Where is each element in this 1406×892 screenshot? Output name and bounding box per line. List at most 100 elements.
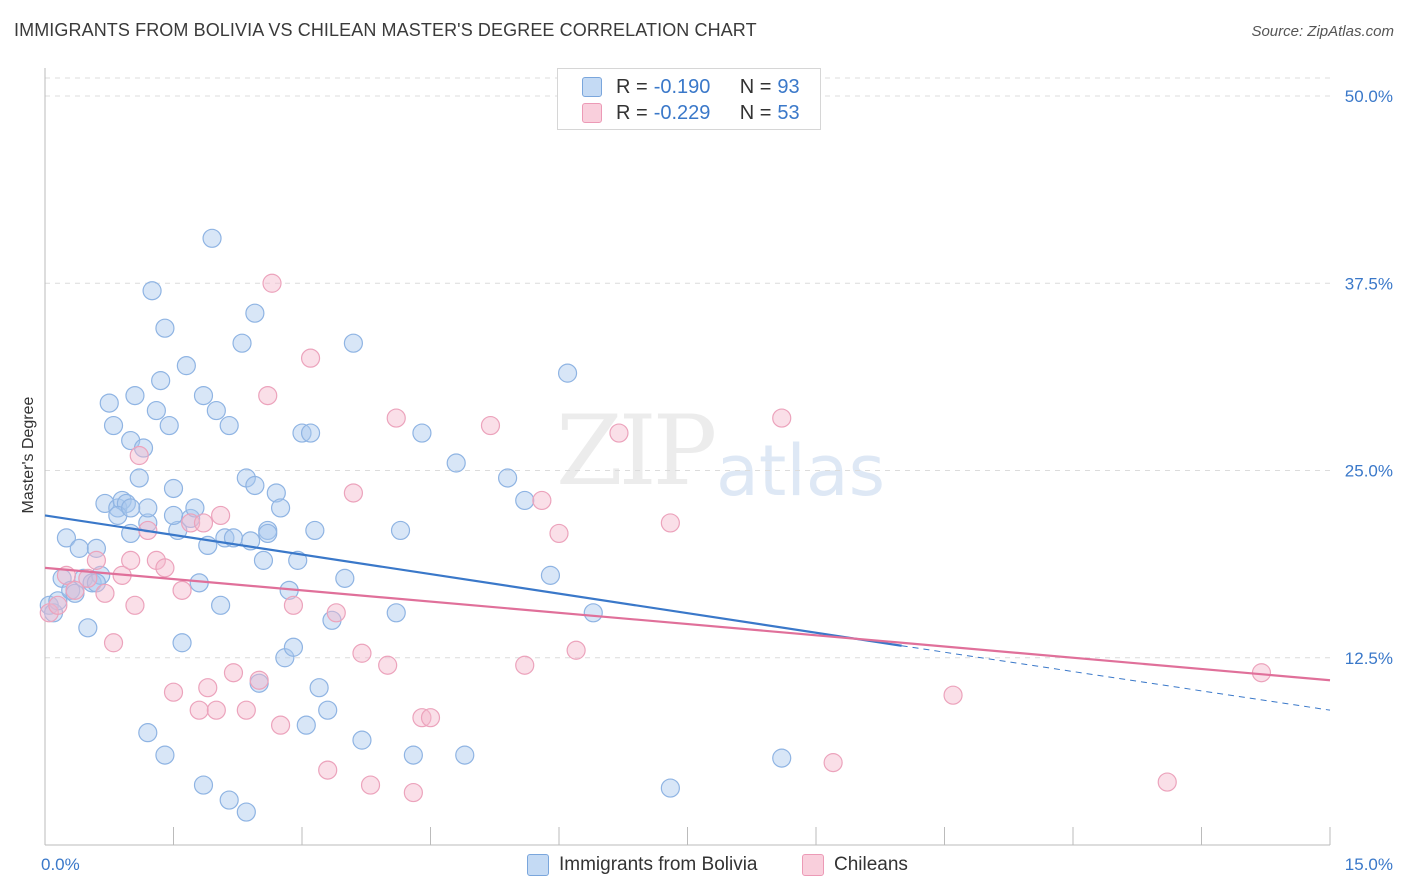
point-bolivia xyxy=(540,565,561,585)
legend-r-label: R = xyxy=(616,75,648,98)
point-bolivia xyxy=(305,520,325,541)
correlation-legend: R = -0.190 N = 93 R = -0.229 N = 53 xyxy=(557,68,821,130)
point-chileans xyxy=(352,643,372,663)
point-chileans xyxy=(326,603,346,623)
point-bolivia xyxy=(121,498,141,518)
y-tick-label: 12.5% xyxy=(1345,649,1393,668)
legend-swatch-bolivia xyxy=(527,854,549,876)
point-chileans xyxy=(609,423,629,443)
legend-item-bolivia: Immigrants from Bolivia xyxy=(527,852,758,878)
point-bolivia xyxy=(386,603,406,623)
point-chileans xyxy=(532,490,552,511)
point-chileans xyxy=(223,663,244,683)
point-bolivia xyxy=(219,415,239,436)
point-bolivia xyxy=(245,303,265,323)
point-bolivia xyxy=(155,745,175,765)
point-bolivia xyxy=(300,423,321,443)
point-chileans xyxy=(386,408,406,428)
point-bolivia xyxy=(660,778,680,798)
point-bolivia xyxy=(163,478,184,499)
point-bolivia xyxy=(206,400,226,421)
point-bolivia xyxy=(159,415,179,436)
point-chileans xyxy=(236,700,256,720)
legend-r-label: R = xyxy=(616,101,648,124)
point-chileans xyxy=(549,523,569,544)
point-bolivia xyxy=(125,386,145,406)
point-bolivia xyxy=(288,550,308,570)
point-bolivia xyxy=(138,723,158,743)
point-bolivia xyxy=(412,423,432,443)
point-chileans xyxy=(121,550,141,570)
point-bolivia xyxy=(403,745,423,765)
point-chileans xyxy=(420,708,441,728)
point-chileans xyxy=(249,670,269,690)
point-bolivia xyxy=(172,633,192,653)
point-bolivia xyxy=(390,520,411,541)
point-bolivia xyxy=(56,528,77,548)
point-chileans xyxy=(78,568,98,588)
point-bolivia xyxy=(232,333,252,353)
point-bolivia xyxy=(142,281,162,301)
point-bolivia xyxy=(772,748,792,768)
point-chileans xyxy=(343,483,363,503)
legend-r-value: -0.229 xyxy=(653,101,711,124)
point-bolivia xyxy=(253,550,274,570)
point-chileans xyxy=(172,580,192,600)
point-chileans xyxy=(270,715,291,735)
chart-title: IMMIGRANTS FROM BOLIVIA VS CHILEAN MASTE… xyxy=(14,20,757,40)
point-chileans xyxy=(48,595,68,615)
y-axis-label: Master's Degree xyxy=(20,396,37,513)
y-tick-label: 37.5% xyxy=(1345,274,1393,293)
point-chileans xyxy=(566,640,586,660)
point-bolivia xyxy=(335,568,355,588)
point-bolivia xyxy=(146,400,166,421)
legend-label-bolivia: Immigrants from Bolivia xyxy=(559,854,758,875)
point-chileans xyxy=(206,700,226,720)
point-bolivia xyxy=(176,356,196,376)
point-bolivia xyxy=(318,700,338,720)
point-bolivia xyxy=(151,371,171,391)
point-chileans xyxy=(378,655,398,675)
point-bolivia xyxy=(193,775,214,795)
point-chileans xyxy=(125,595,145,615)
point-chileans xyxy=(823,753,843,773)
legend-n-label: N = xyxy=(739,75,772,98)
point-bolivia xyxy=(69,538,89,558)
point-chileans xyxy=(318,760,338,780)
y-tick-label: 50.0% xyxy=(1345,87,1393,106)
point-bolivia xyxy=(455,745,475,765)
x-tick-label: 15.0% xyxy=(1345,855,1393,874)
point-bolivia xyxy=(343,333,363,353)
point-chileans xyxy=(772,408,792,428)
point-chileans xyxy=(258,386,278,406)
point-bolivia xyxy=(296,715,316,735)
point-chileans xyxy=(360,775,381,795)
point-bolivia xyxy=(193,386,214,406)
trendline-chileans xyxy=(44,566,1331,682)
point-chileans xyxy=(211,505,231,526)
point-chileans xyxy=(515,655,535,675)
point-bolivia xyxy=(236,802,256,822)
legend-swatch-chileans xyxy=(582,103,602,123)
point-bolivia xyxy=(163,505,184,526)
legend-swatch-chileans xyxy=(802,854,824,876)
point-chileans xyxy=(189,700,209,720)
point-chileans xyxy=(193,513,214,533)
point-bolivia xyxy=(138,498,158,518)
x-tick-label: 0.0% xyxy=(41,855,80,874)
legend-row-bolivia: R = -0.190 N = 93 xyxy=(582,75,800,99)
point-chileans xyxy=(103,633,124,653)
point-chileans xyxy=(660,513,680,533)
point-chileans xyxy=(300,348,321,368)
point-bolivia xyxy=(155,318,175,338)
point-chileans xyxy=(1157,772,1177,792)
point-chileans xyxy=(262,273,282,293)
legend-label-chileans: Chileans xyxy=(834,854,908,875)
point-chileans xyxy=(86,550,107,570)
point-bolivia xyxy=(270,498,291,518)
point-bolivia xyxy=(266,483,286,503)
point-bolivia xyxy=(202,228,222,248)
point-bolivia xyxy=(352,730,372,750)
point-chileans xyxy=(283,595,304,615)
point-bolivia xyxy=(557,363,578,383)
